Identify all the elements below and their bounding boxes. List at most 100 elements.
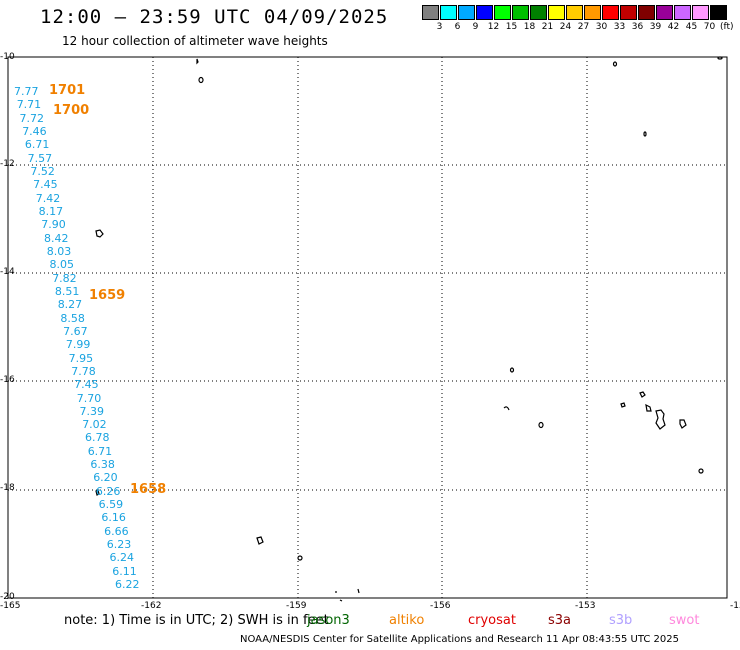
wave-height-value: 6.71 bbox=[87, 444, 113, 458]
wave-height-value: 7.77 bbox=[14, 85, 39, 98]
wave-height-value: 6.23 bbox=[106, 538, 132, 551]
track-time-label: 1701 bbox=[49, 83, 86, 98]
wave-height-value: 6.24 bbox=[109, 551, 135, 565]
longitude-label: -153 bbox=[575, 601, 596, 611]
scale-swatch bbox=[422, 5, 439, 20]
wave-height-value: 7.52 bbox=[30, 164, 55, 178]
latitude-label: -16 bbox=[0, 375, 15, 385]
wave-height-value: 7.45 bbox=[74, 378, 99, 392]
legend-item-s3a: s3a bbox=[548, 613, 572, 628]
scale-label: 45 bbox=[685, 22, 698, 32]
scale-swatch bbox=[512, 5, 529, 20]
scale-label: 39 bbox=[649, 22, 662, 32]
longitude-label: -165 bbox=[0, 601, 21, 611]
wave-height-value: 7.57 bbox=[27, 151, 53, 165]
latitude-label: -14 bbox=[0, 267, 15, 277]
wave-height-value: 8.17 bbox=[38, 204, 64, 218]
scale-swatch bbox=[674, 5, 691, 20]
wave-height-value: 7.72 bbox=[19, 111, 45, 125]
legend-item-altiko: altiko bbox=[389, 613, 425, 628]
longitude-label: -156 bbox=[430, 601, 451, 611]
track-time-label: 1658 bbox=[130, 482, 167, 497]
legend-item-cryosat: cryosat bbox=[468, 613, 516, 628]
wave-height-value: 6.22 bbox=[115, 578, 140, 591]
credit-line: NOAA/NESDIS Center for Satellite Applica… bbox=[240, 634, 679, 645]
wave-height-value: 7.95 bbox=[68, 351, 94, 365]
wave-height-value: 7.39 bbox=[79, 404, 105, 418]
scale-swatch bbox=[584, 5, 601, 20]
wave-height-value: 7.70 bbox=[76, 391, 102, 405]
note-text: note: 1) Time is in UTC; 2) SWH is in fe… bbox=[64, 613, 329, 628]
wave-height-value: 7.90 bbox=[41, 218, 66, 232]
wave-height-value: 6.59 bbox=[98, 498, 124, 512]
scale-label: 3 bbox=[436, 22, 443, 32]
island-outlines bbox=[95, 56, 723, 602]
scale-label: 15 bbox=[505, 22, 518, 32]
wave-height-value: 7.42 bbox=[35, 191, 61, 205]
scale-label: 24 bbox=[559, 22, 572, 32]
legend-item-swot: swot bbox=[669, 613, 700, 628]
wave-height-value: 6.78 bbox=[85, 431, 110, 445]
wave-height-value: 7.02 bbox=[82, 418, 107, 432]
wave-height-value: 7.46 bbox=[22, 125, 47, 138]
scale-label: 30 bbox=[595, 22, 608, 32]
scale-swatch bbox=[494, 5, 511, 20]
scale-label: 33 bbox=[613, 22, 626, 32]
wave-height-value: 7.82 bbox=[52, 271, 77, 285]
scale-label: 36 bbox=[631, 22, 644, 32]
wave-height-value: 8.42 bbox=[44, 231, 69, 245]
wave-height-value: 7.99 bbox=[65, 338, 91, 352]
scale-label: 12 bbox=[487, 22, 500, 32]
scale-label: 42 bbox=[667, 22, 680, 32]
longitude-label: -159 bbox=[286, 601, 307, 611]
scale-label: 70 bbox=[703, 22, 716, 32]
scale-swatch bbox=[566, 5, 583, 20]
scale-swatch bbox=[692, 5, 709, 20]
scale-swatch bbox=[530, 5, 547, 20]
scale-swatch bbox=[440, 5, 457, 20]
scale-swatch bbox=[476, 5, 493, 20]
latitude-label: -10 bbox=[0, 52, 15, 62]
scale-swatch bbox=[458, 5, 475, 20]
scale-swatch bbox=[620, 5, 637, 20]
scale-label: 27 bbox=[577, 22, 590, 32]
scale-swatch bbox=[548, 5, 565, 20]
map-subtitle: 12 hour collection of altimeter wave hei… bbox=[62, 34, 328, 48]
wave-height-value: 6.16 bbox=[101, 511, 126, 525]
scale-label: 9 bbox=[472, 22, 479, 32]
wave-height-value: 6.66 bbox=[104, 524, 129, 538]
scale-swatch bbox=[710, 5, 727, 20]
longitude-label: -15 bbox=[730, 601, 740, 611]
wave-height-value: 7.67 bbox=[63, 324, 88, 338]
scale-label: 18 bbox=[523, 22, 536, 32]
wave-height-value: 6.20 bbox=[93, 471, 118, 485]
wave-height-value: 8.51 bbox=[54, 284, 80, 298]
track-time-label: 1659 bbox=[89, 288, 126, 303]
wave-height-value: 7.45 bbox=[33, 178, 58, 192]
scale-label: 6 bbox=[454, 22, 461, 32]
scale-label: 21 bbox=[541, 22, 554, 32]
longitude-label: -162 bbox=[141, 601, 162, 611]
scale-unit: (ft) bbox=[720, 22, 734, 32]
wave-height-value: 7.78 bbox=[71, 364, 96, 378]
wave-height-value: 6.38 bbox=[90, 458, 115, 472]
wave-height-value: 8.03 bbox=[46, 244, 72, 258]
map-border bbox=[7, 56, 728, 599]
wave-height-value: 8.27 bbox=[57, 298, 83, 312]
wave-height-value: 6.71 bbox=[24, 138, 50, 152]
latitude-label: -18 bbox=[0, 483, 15, 493]
map-title: 12:00 – 23:59 UTC 04/09/2025 bbox=[40, 6, 389, 28]
wave-height-value: 8.05 bbox=[49, 258, 75, 272]
legend-item-jason3: jason3 bbox=[307, 613, 350, 628]
scale-swatch bbox=[602, 5, 619, 20]
wave-height-value: 6.26 bbox=[95, 484, 121, 498]
scale-swatch bbox=[656, 5, 673, 20]
scale-swatch bbox=[638, 5, 655, 20]
latitude-label: -20 bbox=[0, 592, 15, 602]
wave-height-value: 7.71 bbox=[16, 98, 42, 112]
latitude-label: -12 bbox=[0, 159, 15, 169]
track-time-label: 1700 bbox=[53, 103, 90, 118]
wave-height-value: 8.58 bbox=[60, 311, 85, 325]
legend-item-s3b: s3b bbox=[609, 613, 633, 628]
